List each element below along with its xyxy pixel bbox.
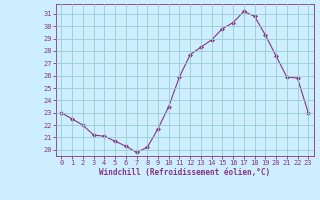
X-axis label: Windchill (Refroidissement éolien,°C): Windchill (Refroidissement éolien,°C): [99, 168, 270, 177]
